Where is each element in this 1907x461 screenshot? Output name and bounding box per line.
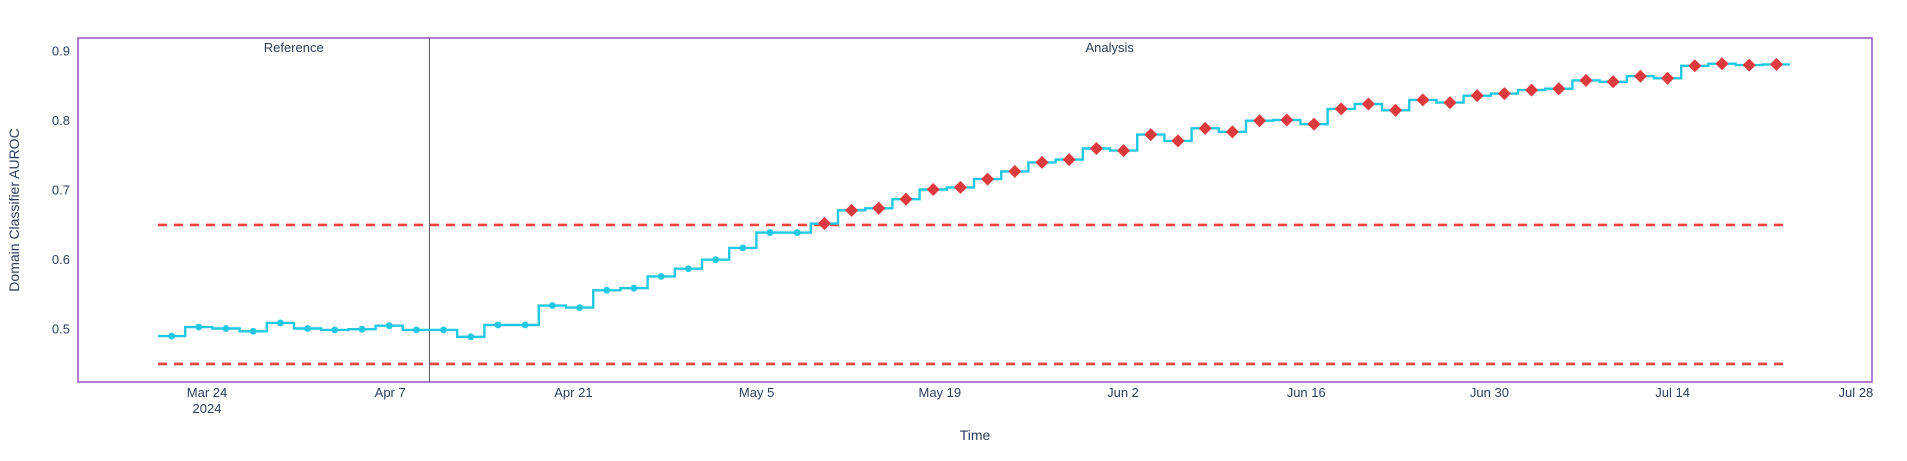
- data-point-marker[interactable]: [440, 326, 447, 334]
- data-point-marker[interactable]: [249, 327, 257, 335]
- data-point-marker[interactable]: [793, 229, 801, 236]
- data-point-marker[interactable]: [277, 319, 284, 327]
- alert-diamond-marker[interactable]: [1579, 73, 1593, 87]
- x-tick-label: Jun 2: [1107, 385, 1139, 400]
- data-point-marker[interactable]: [222, 325, 230, 332]
- x-tick-year-label: 2024: [193, 401, 222, 416]
- reference-period-label: Reference: [263, 40, 324, 55]
- data-point-marker[interactable]: [467, 333, 475, 341]
- y-tick-label: 0.8: [52, 113, 70, 128]
- alert-diamond-marker[interactable]: [1389, 103, 1403, 117]
- alert-diamond-marker[interactable]: [1089, 141, 1103, 155]
- alert-diamond-marker[interactable]: [1117, 144, 1131, 158]
- alert-diamond-marker[interactable]: [1361, 97, 1375, 111]
- x-tick-label: May 19: [918, 385, 961, 400]
- alert-diamond-marker[interactable]: [926, 182, 940, 196]
- alert-diamond-marker[interactable]: [1633, 69, 1647, 83]
- alert-diamond-marker[interactable]: [981, 172, 995, 186]
- plot-border: [77, 37, 1873, 383]
- alert-diamond-marker[interactable]: [1253, 114, 1267, 128]
- data-point-marker[interactable]: [413, 326, 420, 334]
- alert-diamond-marker[interactable]: [953, 180, 967, 194]
- alert-diamond-marker[interactable]: [1225, 125, 1239, 139]
- x-tick-label: May 5: [739, 385, 774, 400]
- alert-diamond-marker[interactable]: [1470, 89, 1484, 103]
- x-tick-label: Mar 24: [187, 385, 227, 400]
- alert-diamond-marker[interactable]: [899, 192, 913, 206]
- y-tick-label: 0.5: [52, 322, 70, 337]
- alert-diamond-marker[interactable]: [1062, 153, 1076, 167]
- y-axis-title: Domain Classifier AUROC: [6, 128, 22, 292]
- x-tick-label: Jul 14: [1655, 385, 1690, 400]
- data-point-marker[interactable]: [494, 321, 502, 329]
- data-point-marker[interactable]: [712, 256, 719, 264]
- alert-diamond-marker[interactable]: [1144, 128, 1158, 142]
- data-point-marker[interactable]: [576, 304, 583, 312]
- alert-diamond-marker[interactable]: [1525, 83, 1539, 97]
- alert-diamond-marker[interactable]: [1307, 117, 1321, 131]
- x-axis-title: Time: [959, 427, 991, 443]
- alert-diamond-marker[interactable]: [1198, 121, 1212, 135]
- alert-diamond-marker[interactable]: [1552, 82, 1566, 96]
- data-point-marker[interactable]: [195, 323, 203, 331]
- alert-diamond-marker[interactable]: [1497, 87, 1511, 101]
- data-point-marker[interactable]: [685, 265, 692, 273]
- x-tick-label: Apr 7: [375, 385, 406, 400]
- alert-diamond-marker[interactable]: [1606, 75, 1620, 89]
- alert-diamond-marker[interactable]: [1715, 57, 1729, 71]
- x-tick-label: Jun 16: [1287, 385, 1326, 400]
- alert-diamond-marker[interactable]: [1008, 164, 1022, 178]
- data-point-marker[interactable]: [304, 325, 311, 332]
- auroc-step-line: [158, 62, 1790, 338]
- data-point-marker[interactable]: [657, 272, 665, 280]
- alert-diamond-marker[interactable]: [845, 203, 859, 217]
- data-point-marker[interactable]: [739, 244, 747, 252]
- data-point-marker[interactable]: [385, 322, 393, 330]
- alert-diamond-marker[interactable]: [1416, 93, 1430, 107]
- alert-diamond-marker[interactable]: [1742, 58, 1756, 72]
- alert-diamond-marker[interactable]: [872, 201, 886, 215]
- alert-diamond-marker[interactable]: [817, 217, 831, 231]
- analysis-period-label: Analysis: [1085, 40, 1134, 55]
- data-point-marker[interactable]: [549, 302, 556, 309]
- x-tick-label: Jun 30: [1470, 385, 1509, 400]
- alert-diamond-marker[interactable]: [1280, 113, 1294, 127]
- y-tick-label: 0.7: [52, 183, 70, 198]
- alert-diamond-marker[interactable]: [1171, 134, 1185, 148]
- alert-diamond-marker[interactable]: [1769, 57, 1783, 71]
- alert-diamond-marker[interactable]: [1661, 71, 1675, 85]
- x-tick-label: Jul 28: [1838, 385, 1873, 400]
- y-tick-label: 0.9: [52, 44, 70, 59]
- x-tick-label: Apr 21: [554, 385, 592, 400]
- alert-diamond-marker[interactable]: [1443, 96, 1457, 110]
- data-point-marker[interactable]: [358, 325, 366, 333]
- alert-diamond-marker[interactable]: [1334, 102, 1348, 116]
- alert-diamond-marker[interactable]: [1688, 59, 1702, 73]
- y-tick-label: 0.6: [52, 252, 70, 267]
- alert-diamond-marker[interactable]: [1035, 155, 1049, 169]
- data-point-marker[interactable]: [766, 229, 774, 236]
- data-point-marker[interactable]: [331, 326, 339, 334]
- data-point-marker[interactable]: [603, 286, 611, 294]
- data-point-marker[interactable]: [168, 332, 176, 340]
- data-point-marker[interactable]: [521, 321, 529, 329]
- data-point-marker[interactable]: [630, 284, 638, 292]
